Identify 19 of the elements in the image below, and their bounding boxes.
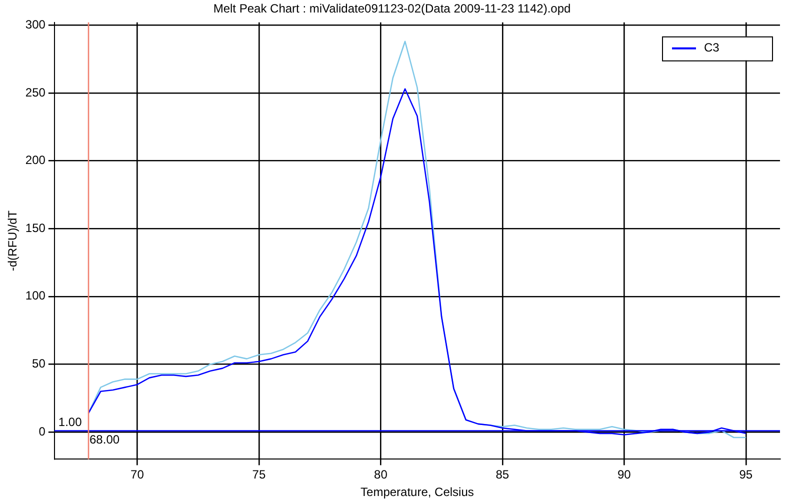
y-tick-label: 100 [25, 288, 46, 303]
y-axis-title: -d(RFU)/dT [6, 210, 20, 272]
y-tick-label: 250 [25, 85, 46, 100]
y-tick-label: 50 [32, 356, 46, 371]
ref-line-label: 68.00 [90, 432, 120, 446]
x-tick-label: 95 [739, 468, 753, 482]
x-tick-label: 75 [252, 468, 266, 482]
x-tick-label: 90 [617, 468, 632, 482]
chart-title: Melt Peak Chart : miValidate091123-02(Data 2009-11-23 1142).opd [213, 2, 571, 16]
x-tick-label: 70 [130, 468, 144, 482]
x-axis-title: Temperature, Celsius [360, 485, 474, 500]
ref-line-label: 1.00 [58, 415, 82, 430]
y-tick-label: 0 [38, 424, 46, 438]
y-tick-label: 150 [25, 220, 46, 235]
legend-label: C3 [704, 40, 720, 55]
x-tick-label: 80 [374, 468, 388, 482]
y-tick-label: 200 [25, 153, 46, 168]
y-tick-label: 300 [25, 17, 46, 32]
x-tick-label: 85 [496, 468, 510, 482]
